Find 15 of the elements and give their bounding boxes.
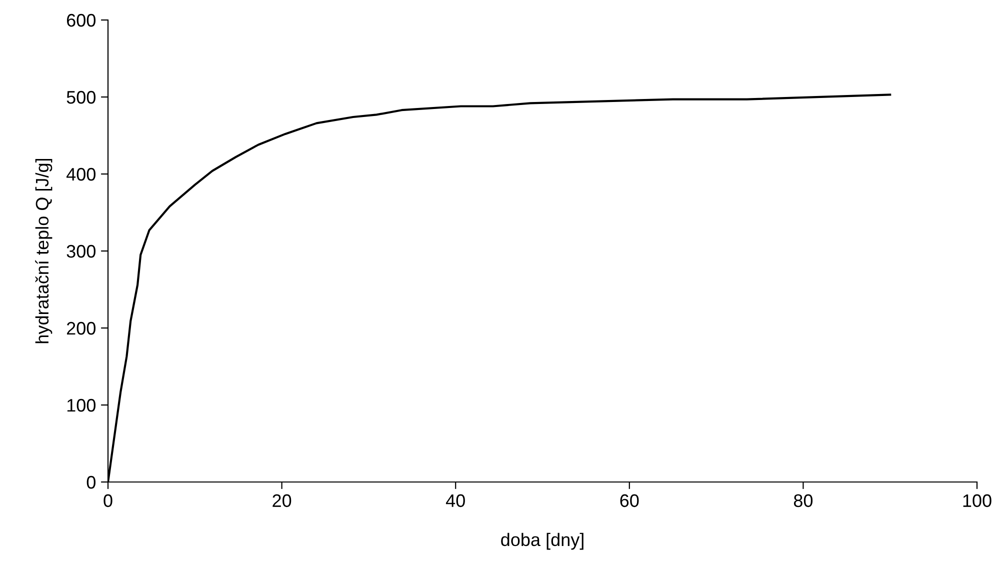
y-tick-label: 400 — [66, 168, 96, 181]
y-tick-label: 0 — [86, 476, 96, 489]
x-tick-label: 20 — [272, 494, 292, 508]
x-tick-label: 60 — [620, 494, 639, 508]
x-tick-label: 80 — [794, 494, 813, 508]
x-axis-title: doba [dny] — [501, 532, 584, 550]
x-tick-label: 100 — [963, 494, 992, 508]
y-tick-label: 200 — [66, 322, 96, 335]
x-tick-label: 0 — [104, 494, 112, 508]
y-tick-label: 600 — [66, 14, 96, 27]
y-axis-title: hydratační teplo Q [J/g] — [35, 158, 52, 344]
x-tick-label: 40 — [446, 494, 465, 508]
y-tick-label: 500 — [66, 90, 96, 104]
y-tick-label: 100 — [67, 398, 96, 412]
y-tick-label: 300 — [66, 244, 96, 258]
